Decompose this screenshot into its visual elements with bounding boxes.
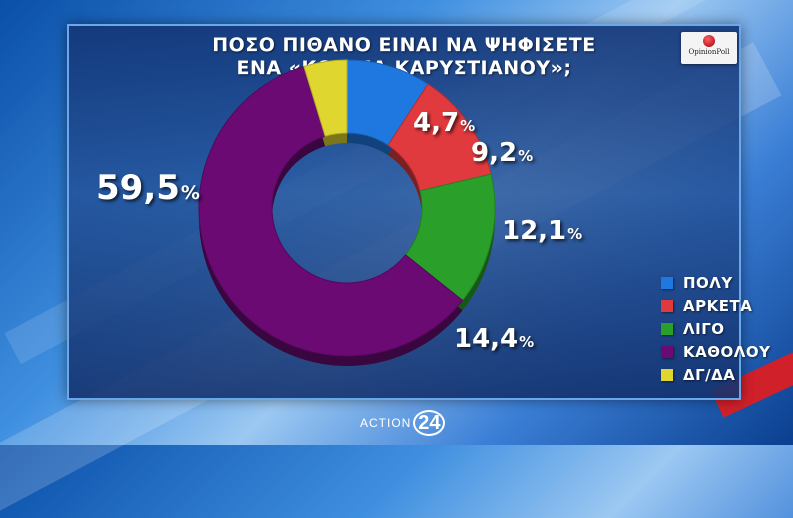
legend-item: ΑΡΚΕΤΑ — [661, 294, 770, 317]
slice-value-label: 4,7% — [413, 108, 475, 138]
legend-label: ΛΙΓΟ — [683, 319, 725, 338]
slice-value-number: 9,2 — [471, 138, 518, 168]
legend-swatch — [661, 276, 673, 289]
legend-label: ΚΑΘΟΛΟΥ — [683, 342, 771, 361]
slice-value-label: 9,2% — [471, 138, 533, 168]
slice-value-number: 4,7 — [413, 108, 460, 138]
footer-number: 24 — [413, 410, 446, 436]
slice-value-percent: % — [180, 182, 200, 204]
legend-item: ΔΓ/ΔΑ — [661, 363, 770, 386]
slice-value-percent: % — [519, 333, 535, 351]
donut-slice-ΚΑΘΟΛΟΥ — [198, 65, 464, 357]
slice-value-percent: % — [460, 117, 476, 135]
legend-swatch — [661, 322, 673, 335]
slice-value-label: 12,1% — [502, 216, 582, 246]
chart-panel: ΠΟΣΟ ΠΙΘΑΝΟ ΕΙΝΑΙ ΝΑ ΨΗΦΙΣΕΤΕ ΕΝΑ «ΚΟΜΜΑ… — [67, 24, 770, 400]
slice-value-percent: % — [567, 225, 583, 243]
legend-label: ΔΓ/ΔΑ — [683, 365, 736, 384]
donut-chart — [198, 59, 496, 366]
slice-value-number: 14,4 — [454, 324, 519, 354]
slice-value-label: 14,4% — [454, 324, 534, 354]
action24-logo: ACTION 24 — [360, 410, 446, 436]
legend-item: ΠΟΛΥ — [661, 271, 770, 294]
title-line-1: ΠΟΣΟ ΠΙΘΑΝΟ ΕΙΝΑΙ ΝΑ ΨΗΦΙΣΕΤΕ — [212, 34, 596, 56]
slice-value-number: 59,5 — [96, 168, 180, 208]
legend-item: ΛΙΓΟ — [661, 317, 770, 340]
slice-value-percent: % — [518, 147, 534, 165]
legend-swatch — [661, 345, 673, 358]
legend-swatch — [661, 299, 673, 312]
chart-legend: ΠΟΛΥ ΑΡΚΕΤΑ ΛΙΓΟ ΚΑΘΟΛΟΥ ΔΓ/ΔΑ — [661, 271, 770, 386]
legend-swatch — [661, 368, 673, 381]
legend-label: ΑΡΚΕΤΑ — [683, 296, 753, 315]
legend-item: ΚΑΘΟΛΟΥ — [661, 340, 770, 363]
logo-text: OpinionPoll — [688, 48, 730, 56]
legend-label: ΠΟΛΥ — [683, 273, 733, 292]
slice-value-label: 59,5% — [96, 168, 200, 208]
footer-brand: ACTION — [360, 416, 412, 430]
opinionpoll-logo: OpinionPoll — [681, 32, 737, 64]
slice-value-number: 12,1 — [502, 216, 567, 246]
logo-dot-icon — [703, 35, 715, 47]
donut-slice-ΔΓ/ΔΑ — [303, 59, 348, 137]
